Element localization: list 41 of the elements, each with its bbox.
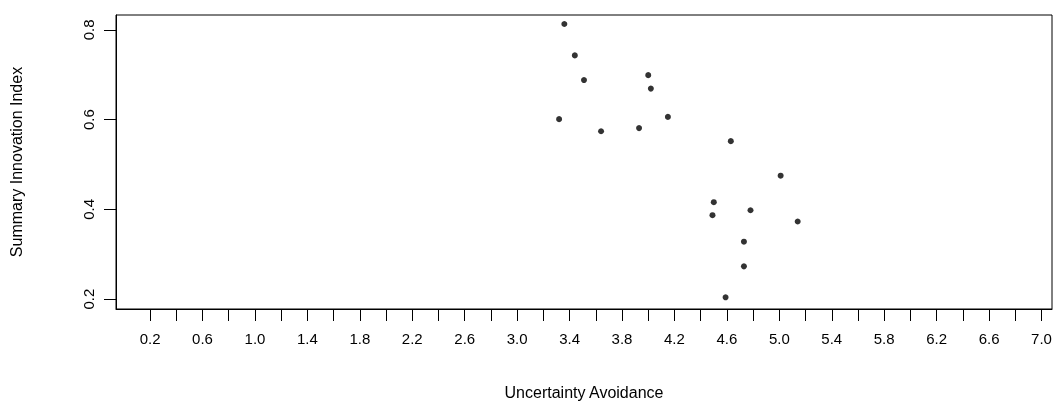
x-tick-label: 1.8 (349, 330, 371, 347)
point (710, 199, 717, 206)
x-tick-label: 4.2 (664, 330, 685, 347)
x-tick-label: 5.8 (873, 330, 895, 347)
point (581, 77, 587, 84)
x-tick-label: 1.0 (244, 330, 266, 347)
x-tick-label: 7.0 (1031, 330, 1052, 347)
point (727, 138, 734, 145)
x-tick-label: 6.6 (978, 330, 1000, 347)
y-tick-label: 0.2 (80, 288, 97, 310)
x-tick-label: 4.6 (716, 330, 738, 347)
point (747, 207, 754, 214)
y-tick-label: 0.8 (80, 19, 97, 41)
y-axis-title: Summary Innovation Index (7, 66, 25, 258)
x-tick-label: 5.4 (821, 330, 843, 347)
y-tick-label: 0.4 (80, 198, 97, 220)
x-tick-label: 2.6 (454, 330, 476, 347)
x-tick-label: 3.4 (559, 330, 581, 347)
point (722, 294, 729, 301)
x-tick-label: 2.2 (401, 330, 423, 347)
point (740, 263, 747, 270)
point (777, 172, 784, 179)
x-tick-label: 3.8 (611, 330, 633, 347)
point (740, 238, 747, 245)
point (647, 85, 654, 92)
x-tick-label: 1.4 (296, 330, 318, 347)
x-tick-label: 6.2 (926, 330, 948, 347)
x-tick-label: 0.2 (139, 330, 161, 347)
point (561, 20, 568, 27)
point (556, 116, 563, 123)
point (636, 125, 643, 132)
point (571, 52, 578, 59)
x-tick-label: 0.6 (192, 330, 213, 347)
y-tick-label: 0.6 (80, 109, 97, 131)
point (645, 72, 652, 79)
x-axis-title: Uncertainty Avoidance (504, 383, 664, 401)
x-tick-label: 5.0 (768, 330, 790, 347)
point (598, 128, 605, 135)
x-tick-label: 3.0 (506, 330, 528, 347)
point (664, 113, 671, 120)
point (709, 212, 716, 219)
